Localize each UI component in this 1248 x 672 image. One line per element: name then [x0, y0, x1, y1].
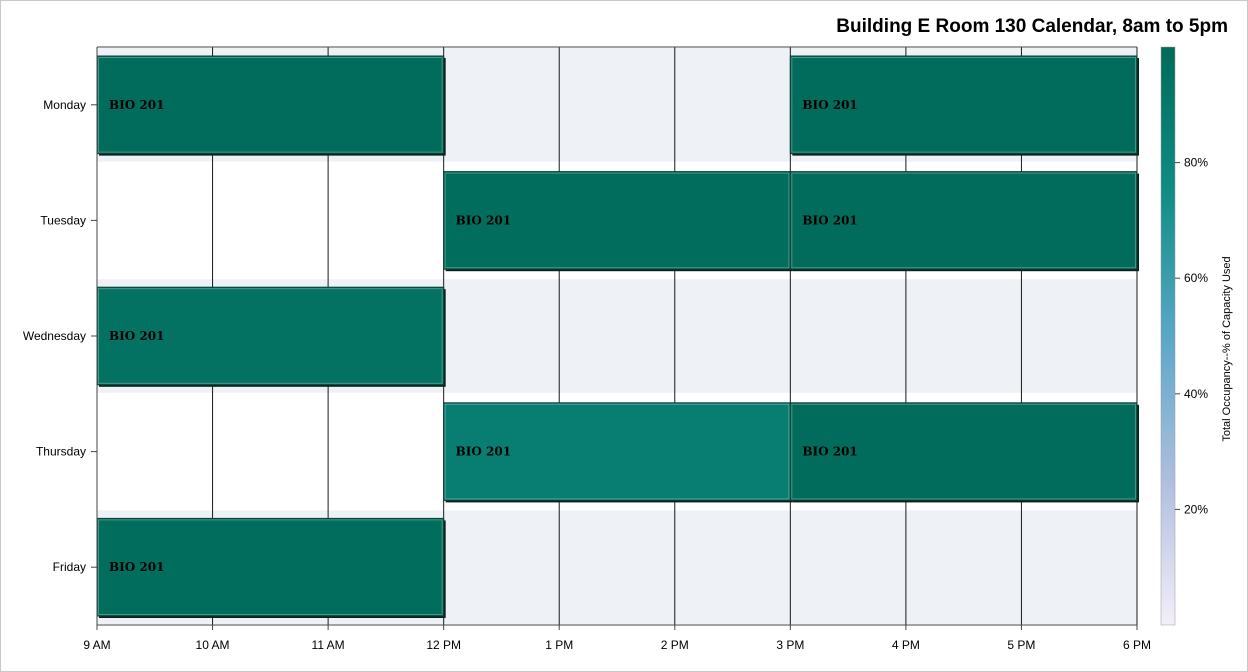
colorbar-tick-label: 20% [1184, 502, 1208, 516]
x-tick-label: 1 PM [545, 638, 573, 652]
colorbar-tick-label: 40% [1184, 387, 1208, 401]
y-tick-label-wednesday: Wednesday [23, 329, 86, 343]
colorbar-tick-label: 60% [1184, 271, 1208, 285]
x-tick-label: 4 PM [892, 638, 920, 652]
event-bar [789, 402, 1138, 501]
event-bar-highlight [98, 57, 443, 153]
y-tick-label-friday: Friday [53, 560, 86, 574]
x-tick-label: 6 PM [1123, 638, 1151, 652]
event-bar-monday: BIO 201 [96, 55, 446, 156]
y-tick-label-thursday: Thursday [36, 445, 86, 459]
event-bar-tuesday: BIO 201 [443, 171, 793, 272]
event-bar-label: BIO 201 [802, 98, 857, 112]
event-bar-thursday: BIO 201 [789, 402, 1139, 503]
event-bar [96, 517, 445, 617]
event-bar-highlight [791, 172, 1136, 269]
event-bar [96, 286, 445, 386]
x-tick-label: 5 PM [1007, 638, 1035, 652]
event-bar-label: BIO 201 [109, 560, 164, 574]
event-bar-label: BIO 201 [802, 445, 857, 459]
colorbar [1160, 46, 1176, 626]
event-bar-label: BIO 201 [456, 445, 511, 459]
event-bar-highlight [444, 403, 790, 500]
event-bar-label: BIO 201 [456, 213, 511, 227]
chart-title: Building E Room 130 Calendar, 8am to 5pm [836, 16, 1228, 37]
event-bar [96, 55, 445, 155]
event-bar-tuesday: BIO 201 [789, 171, 1139, 272]
x-tick-label: 9 AM [83, 638, 110, 652]
colorbar-tick-label: 80% [1184, 156, 1208, 170]
event-bar-highlight [791, 403, 1136, 500]
y-tick-label-monday: Monday [43, 98, 86, 112]
event-bar-highlight [791, 57, 1136, 153]
event-bar [443, 402, 791, 501]
y-tick-label-tuesday: Tuesday [40, 213, 86, 227]
event-bar-label: BIO 201 [802, 213, 857, 227]
x-tick-label: 3 PM [776, 638, 804, 652]
event-bar-friday: BIO 201 [96, 517, 446, 618]
x-tick-label: 12 PM [426, 638, 461, 652]
event-bar-thursday: BIO 201 [443, 402, 793, 503]
event-bar-highlight [98, 519, 443, 616]
event-bar [789, 55, 1138, 155]
event-bar-highlight [444, 172, 790, 269]
event-bar-monday: BIO 201 [789, 55, 1139, 156]
event-bar [443, 171, 791, 270]
x-tick-label: 11 AM [312, 638, 345, 652]
event-bar-label: BIO 201 [109, 329, 164, 343]
event-bar-label: BIO 201 [109, 98, 164, 112]
event-bar-wednesday: BIO 201 [96, 286, 446, 387]
colorbar-label: Total Occupancy--% of Capacity Used [1221, 256, 1233, 441]
event-bar [789, 171, 1138, 270]
event-bar-highlight [98, 288, 443, 384]
x-tick-label: 2 PM [661, 638, 689, 652]
x-tick-label: 10 AM [196, 638, 230, 652]
